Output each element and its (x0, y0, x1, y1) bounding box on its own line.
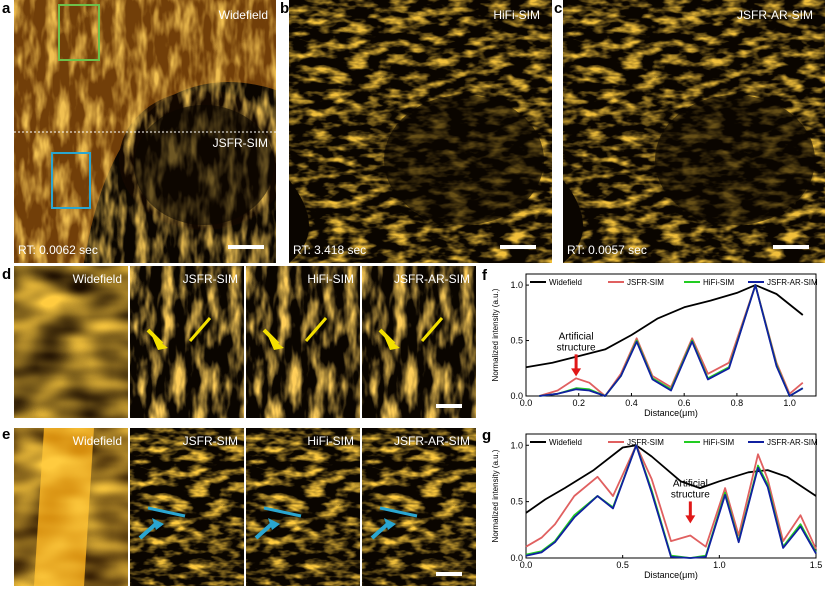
series-line-widefield (525, 284, 804, 369)
panel-d-label-widefield: Widefield (72, 272, 122, 286)
legend-entry: HiFi-SIM (703, 438, 734, 447)
panel-d-jsfr-ar: JSFR-AR-SIM (362, 266, 476, 418)
series-line-jsfr-ar-sim (539, 284, 804, 397)
panel-e-label-jsfr-ar: JSFR-AR-SIM (394, 434, 470, 448)
annotation-text: structure (557, 342, 596, 353)
y-tick-label: 1.0 (510, 280, 523, 290)
panel-a-top-label: Widefield (218, 8, 268, 22)
scale-bar (228, 245, 264, 249)
legend-entry: JSFR-AR-SIM (767, 278, 818, 287)
panel-d-letter: d (2, 266, 12, 283)
panel-b-label: HiFi-SIM (493, 8, 540, 22)
x-tick-label: 0.6 (678, 398, 691, 408)
series-line-jsfr-ar-sim (525, 444, 817, 559)
panel-d-hifi: HiFi-SIM (246, 266, 360, 418)
panel-d-widefield: Widefield (14, 266, 128, 418)
chart-letter: f (482, 267, 488, 284)
scale-bar (500, 245, 536, 249)
legend-entry: Widefield (549, 438, 582, 447)
annotation-arrowhead (685, 515, 696, 524)
scale-bar (436, 404, 462, 408)
x-tick-label: 1.5 (810, 560, 823, 570)
x-axis-label: Distance(μm) (644, 408, 698, 418)
panel-d-label-jsfr-ar: JSFR-AR-SIM (394, 272, 470, 286)
panel-e-label-widefield: Widefield (72, 434, 122, 448)
panel-a-bottom-label: JSFR-SIM (212, 136, 268, 150)
x-tick-label: 0.0 (520, 398, 533, 408)
panel-b-letter: b (280, 0, 290, 17)
annotation-text: Artificial (673, 478, 708, 489)
chart-letter: g (482, 427, 491, 444)
y-tick-label: 1.0 (510, 440, 523, 450)
annotation-text: Artificial (559, 331, 594, 342)
y-axis-label: Normalized intensity (a.u.) (491, 288, 500, 381)
panel-d-jsfr: JSFR-SIM (130, 266, 244, 418)
legend-entry: JSFR-SIM (627, 438, 664, 447)
x-tick-label: 0.0 (520, 560, 533, 570)
y-tick-label: 0.0 (510, 391, 523, 401)
panel-e-jsfr-ar: JSFR-AR-SIM (362, 428, 476, 586)
legend-entry: Widefield (549, 278, 582, 287)
x-tick-label: 1.0 (783, 398, 796, 408)
panel-c-label: JSFR-AR-SIM (737, 8, 813, 22)
x-tick-label: 0.5 (616, 560, 629, 570)
panel-e-jsfr: JSFR-SIM (130, 428, 244, 586)
scale-bar (773, 245, 809, 249)
series-line-jsfr-sim (525, 444, 817, 550)
chart-f: f 0.0 0.2 0.4 0.6 0.8 1.0 0.0 0.5 1.0 Distance(μm)… (482, 267, 818, 418)
panel-a-letter: a (2, 0, 11, 17)
panel-c-rt: RT: 0.0057 sec (567, 243, 647, 257)
x-tick-label: 0.8 (731, 398, 744, 408)
panel-d-label-jsfr: JSFR-SIM (182, 272, 238, 286)
scale-bar (436, 572, 462, 576)
legend-entry: JSFR-SIM (627, 278, 664, 287)
panel-a-rt: RT: 0.0062 sec (18, 243, 98, 257)
panel-c-image: JSFR-AR-SIM RT: 0.0057 sec (563, 0, 825, 263)
y-tick-label: 0.5 (510, 336, 523, 346)
green-roi-box (58, 4, 100, 61)
panel-a-image: Widefield JSFR-SIM RT: 0.0062 sec (14, 0, 276, 263)
panel-b-rt: RT: 3.418 sec (293, 243, 367, 257)
x-tick-label: 1.0 (713, 560, 726, 570)
legend-entry: JSFR-AR-SIM (767, 438, 818, 447)
panel-e-letter: e (2, 426, 11, 443)
legend-entry: HiFi-SIM (703, 278, 734, 287)
blue-roi-box (51, 152, 91, 209)
panel-b-image: HiFi-SIM RT: 3.418 sec (289, 0, 552, 263)
y-tick-label: 0.0 (510, 553, 523, 563)
x-tick-label: 0.4 (625, 398, 638, 408)
panel-e-label-jsfr: JSFR-SIM (182, 434, 238, 448)
panel-e-hifi: HiFi-SIM (246, 428, 360, 586)
y-axis-label: Normalized intensity (a.u.) (491, 449, 500, 542)
annotation-arrowhead (571, 368, 582, 377)
plot-frame (525, 273, 817, 397)
panel-e-widefield: Widefield (14, 428, 128, 586)
panel-c-letter: c (554, 0, 563, 17)
annotation-text: structure (671, 489, 710, 500)
panel-d-label-hifi: HiFi-SIM (307, 272, 354, 286)
x-axis-label: Distance(μm) (644, 570, 698, 580)
panel-e-label-hifi: HiFi-SIM (307, 434, 354, 448)
chart-g: g 0.0 0.5 1.0 1.5 0.0 0.5 1.0 Distance(μm) Normal… (482, 427, 823, 580)
x-tick-label: 0.2 (572, 398, 585, 408)
y-tick-label: 0.5 (510, 497, 523, 507)
